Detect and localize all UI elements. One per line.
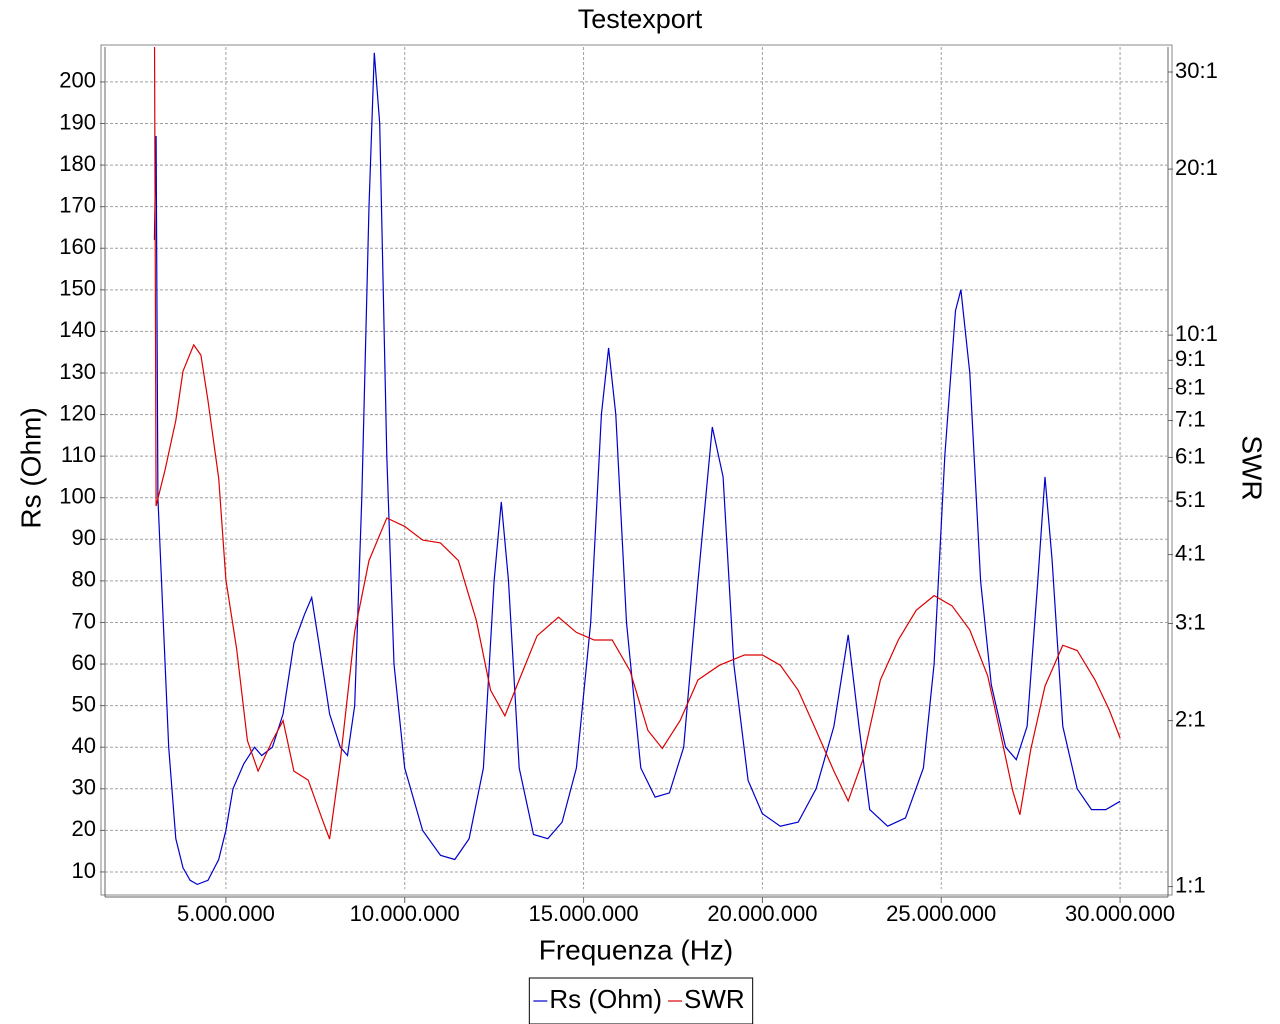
y2-tick-label: 1:1 xyxy=(1175,872,1206,897)
y-tick-label: 190 xyxy=(59,109,96,134)
y-tick-label: 110 xyxy=(61,442,96,467)
legend: Rs (Ohm) SWR xyxy=(528,977,754,1024)
y2-tick-label: 30:1 xyxy=(1175,58,1218,83)
y-tick-label: 140 xyxy=(59,317,96,342)
y-tick-label: 80 xyxy=(72,567,96,592)
legend-label: SWR xyxy=(684,984,745,1014)
y-tick-label: 130 xyxy=(59,359,96,384)
x-tick-label: 25.000.000 xyxy=(886,901,996,926)
y2-tick-label: 2:1 xyxy=(1175,706,1206,731)
y2-tick-label: 3:1 xyxy=(1175,609,1206,634)
y2-tick-label: 10:1 xyxy=(1175,321,1218,346)
y2-tick-label: 5:1 xyxy=(1175,487,1206,512)
series-line xyxy=(153,47,1121,840)
y-tick-label: 60 xyxy=(72,650,96,675)
y-tick-label: 90 xyxy=(72,525,96,550)
plot-frame xyxy=(100,44,1173,896)
y-axis-label: Rs (Ohm) xyxy=(15,407,46,528)
y-tick-label: 120 xyxy=(59,400,96,425)
y-tick-label: 30 xyxy=(72,775,96,800)
y2-axis-label: SWR xyxy=(1237,435,1268,500)
y-tick-label: 70 xyxy=(72,608,96,633)
legend-label: Rs (Ohm) xyxy=(549,984,662,1014)
chart-title: Testexport xyxy=(578,4,703,34)
x-tick-label: 15.000.000 xyxy=(529,901,639,926)
x-tick-label: 10.000.000 xyxy=(350,901,460,926)
y2-tick-label: 8:1 xyxy=(1175,374,1206,399)
plot-lines xyxy=(153,47,1121,886)
series-line xyxy=(153,52,1121,886)
x-tick-label: 5.000.000 xyxy=(177,901,275,926)
y2-tick-label: 4:1 xyxy=(1175,540,1206,565)
y2-tick-label: 20:1 xyxy=(1175,155,1218,180)
y-tick-label: 160 xyxy=(59,234,96,259)
x-tick-label: 20.000.000 xyxy=(707,901,817,926)
y-tick-label: 170 xyxy=(59,192,96,217)
y-tick-label: 10 xyxy=(72,858,96,883)
y-tick-label: 180 xyxy=(59,151,96,176)
y-tick-label: 100 xyxy=(59,484,96,509)
y2-tick-label: 7:1 xyxy=(1175,406,1206,431)
y2-tick-label: 6:1 xyxy=(1175,443,1206,468)
y-tick-label: 20 xyxy=(72,816,96,841)
x-tick-label: 30.000.000 xyxy=(1065,901,1175,926)
y-tick-label: 200 xyxy=(59,68,96,93)
y2-tick-label: 9:1 xyxy=(1175,346,1206,371)
y-tick-label: 40 xyxy=(72,733,96,758)
y-tick-label: 50 xyxy=(72,691,96,716)
legend-box xyxy=(528,977,754,1024)
x-axis-label: Frequenza (Hz) xyxy=(539,934,734,965)
y-tick-label: 150 xyxy=(59,276,96,301)
